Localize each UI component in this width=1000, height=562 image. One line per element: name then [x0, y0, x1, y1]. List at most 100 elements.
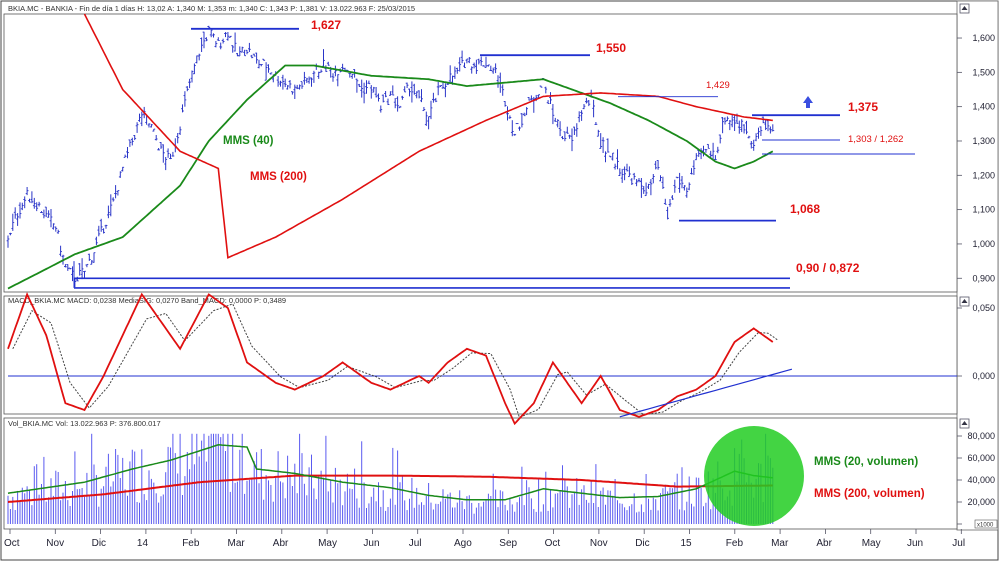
price-bar — [381, 94, 385, 103]
price-bar — [176, 133, 180, 144]
y-tick-label: 0,900 — [972, 273, 995, 283]
price-bar — [233, 32, 237, 52]
price-bar — [52, 223, 55, 230]
level-label-1550: 1,550 — [596, 41, 626, 55]
price-bar — [396, 96, 399, 112]
price-bar — [47, 210, 50, 218]
volume-expand-icon[interactable] — [959, 418, 970, 429]
y-tick-label: 1,600 — [972, 33, 995, 43]
price-bar — [104, 224, 108, 229]
price-bar — [429, 100, 433, 120]
price-bar — [637, 178, 641, 183]
price-bar — [183, 91, 187, 107]
price-bar — [367, 80, 371, 85]
price-bar — [212, 33, 215, 38]
x-axis-label: Feb — [182, 538, 200, 549]
price-bar — [644, 182, 648, 197]
level-label-1303-1262: 1,303 / 1,262 — [848, 134, 903, 145]
price-bar — [264, 62, 268, 81]
y-tick-label: 1,400 — [972, 102, 995, 112]
price-bar — [118, 171, 122, 178]
x-axis-label: Abr — [816, 538, 832, 549]
price-bar — [391, 85, 395, 96]
price-bar — [255, 52, 258, 64]
price-bar — [95, 236, 98, 246]
price-bar — [759, 126, 763, 136]
price-bar — [243, 49, 246, 57]
price-bar — [503, 101, 507, 107]
price-bar — [494, 63, 497, 74]
macd-panel — [3, 295, 958, 415]
price-bar — [620, 168, 624, 183]
vol-mms200-line — [7, 474, 773, 503]
price-bar — [18, 202, 22, 219]
price-bar — [171, 151, 175, 157]
y-tick-label: 40,000 — [967, 475, 995, 485]
price-bar — [164, 157, 168, 171]
y-tick-label: 1,300 — [972, 136, 995, 146]
price-bar — [553, 117, 557, 122]
price-bar — [685, 187, 689, 198]
x-axis-label: Nov — [590, 538, 608, 549]
price-bar — [556, 119, 560, 128]
price-bar — [193, 63, 196, 75]
price-bar — [202, 31, 206, 49]
price-bar — [625, 163, 629, 172]
price-bar — [565, 126, 569, 134]
price-bar — [405, 82, 409, 88]
y-tick-label: 1,100 — [972, 205, 995, 215]
price-bar — [716, 146, 720, 154]
x-axis-label: Jun — [363, 538, 379, 549]
price-bar — [742, 124, 746, 134]
price-bar — [348, 72, 352, 78]
price-bar — [544, 86, 548, 94]
x-axis-label: Dic — [635, 538, 649, 549]
price-bar — [111, 197, 115, 202]
price-bar — [267, 64, 270, 73]
price-bar — [159, 142, 163, 149]
macd-line — [7, 292, 774, 426]
y-tick-label: 1,200 — [972, 170, 995, 180]
price-bar — [436, 81, 440, 96]
price-bar — [575, 123, 579, 137]
price-bar — [506, 106, 509, 121]
price-bar — [649, 179, 653, 196]
price-bar — [549, 92, 552, 104]
price-bar — [288, 80, 292, 89]
price-bar — [726, 116, 729, 122]
price-bar — [444, 83, 447, 98]
panel-expand-icon[interactable] — [959, 3, 970, 14]
price-bar — [386, 98, 390, 105]
macd-lines — [7, 292, 957, 426]
price-bar — [515, 123, 519, 125]
price-bar — [635, 179, 638, 187]
price-bar — [305, 77, 309, 83]
price-bar — [594, 122, 598, 125]
price-bar — [252, 53, 256, 57]
price-bar — [558, 121, 562, 137]
price-bar — [49, 209, 53, 228]
price-bar — [690, 168, 693, 175]
price-bar — [102, 228, 105, 234]
price-bar — [630, 178, 634, 185]
x-axis-label: Oct — [545, 538, 561, 549]
price-bar — [360, 79, 364, 98]
price-bar — [87, 253, 91, 261]
price-bar — [54, 226, 58, 232]
price-bar — [334, 65, 337, 77]
price-bar — [379, 105, 383, 113]
vol-mms200-label: MMS (200, volumen) — [814, 488, 925, 500]
price-bar — [97, 225, 101, 237]
price-bar — [85, 263, 89, 268]
price-bar — [482, 65, 485, 67]
price-bar — [224, 32, 227, 38]
level-label-090-0872: 0,90 / 0,872 — [796, 261, 860, 275]
price-bar — [510, 120, 514, 137]
macd-expand-icon[interactable] — [959, 296, 970, 307]
volume-bars — [7, 433, 774, 524]
price-bar — [250, 54, 254, 59]
price-bar — [403, 86, 407, 93]
price-bar — [238, 46, 242, 57]
vol-mms20-label: MMS (20, volumen) — [814, 456, 918, 468]
